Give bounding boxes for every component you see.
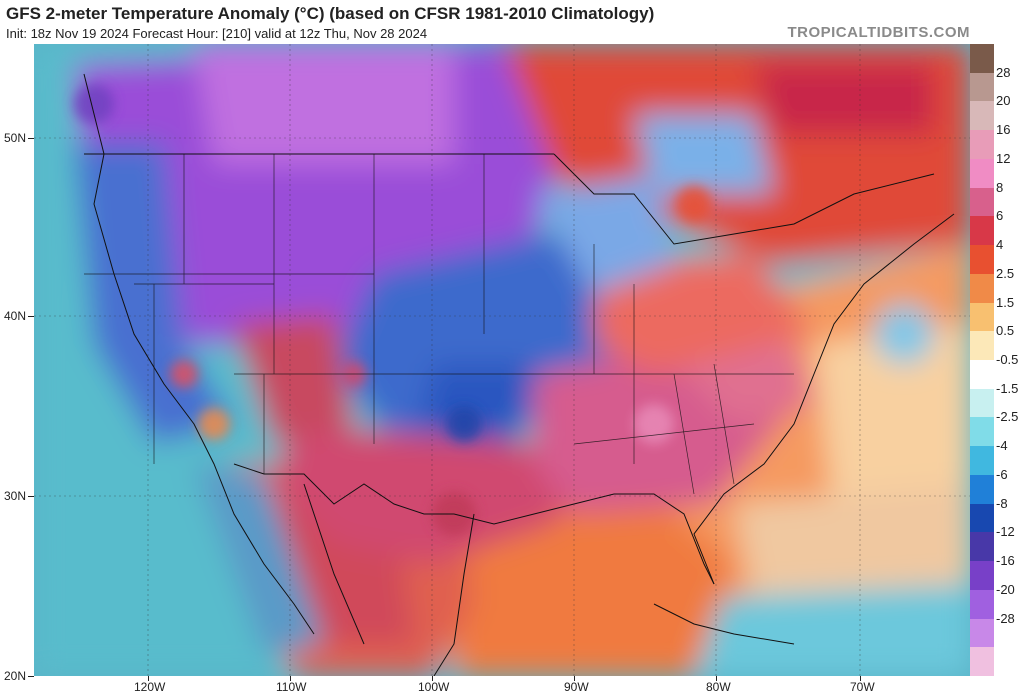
colorbar-swatch	[970, 245, 994, 275]
colorbar-swatch	[970, 417, 994, 447]
colorbar-label: 1.5	[996, 294, 1015, 310]
colorbar-swatch	[970, 302, 994, 332]
lat-tick	[28, 496, 34, 497]
colorbar-swatch	[970, 446, 994, 476]
lon-tick	[432, 676, 433, 681]
colorbar-swatch	[970, 647, 994, 677]
colorbar-label: -4	[996, 438, 1008, 454]
lon-label-120w: 120W	[134, 680, 166, 694]
lat-tick	[28, 138, 34, 139]
colorbar-label: -28	[996, 610, 1015, 626]
colorbar-swatch	[970, 187, 994, 217]
colorbar-label: -16	[996, 553, 1015, 569]
colorbar-swatch	[970, 72, 994, 102]
colorbar-label: 2.5	[996, 265, 1015, 281]
lon-label-100w: 100W	[418, 680, 450, 694]
lon-tick	[290, 676, 291, 681]
colorbar-label: -0.5	[996, 352, 1019, 367]
colorbar-label: 12	[996, 150, 1011, 166]
lon-label-90w: 90W	[564, 680, 589, 694]
colorbar-label: 4	[996, 237, 1004, 253]
colorbar-swatch	[970, 503, 994, 533]
colorbar-swatch	[970, 532, 994, 562]
lon-tick	[860, 676, 861, 681]
colorbar-label: 0.5	[996, 323, 1015, 339]
colorbar-swatch	[970, 360, 994, 390]
lon-label-80w: 80W	[706, 680, 731, 694]
colorbar-swatch	[970, 101, 994, 131]
colorbar-label: -20	[996, 581, 1015, 597]
colorbar-label: 8	[996, 179, 1004, 195]
colorbar-label: 28	[996, 64, 1011, 80]
colorbar-swatch	[970, 589, 994, 620]
lon-tick	[716, 676, 717, 681]
lon-tick	[574, 676, 575, 681]
lat-label-20n: 20N	[4, 669, 27, 683]
lat-label-40n: 40N	[4, 309, 27, 323]
colorbar-swatch	[970, 158, 994, 189]
map-title: GFS 2-meter Temperature Anomaly (°C) (ba…	[6, 4, 655, 23]
lon-label-70w: 70W	[850, 680, 875, 694]
brand-watermark: TROPICALTIDBITS.COM	[787, 24, 970, 41]
colorbar-label: -12	[996, 524, 1015, 540]
colorbar-swatch	[970, 331, 994, 361]
colorbar-label: -8	[996, 495, 1008, 511]
colorbar-swatch	[970, 561, 994, 591]
anomaly-field	[34, 44, 970, 676]
colorbar-swatch	[970, 130, 994, 160]
colorbar	[970, 44, 994, 677]
colorbar-label: -2.5	[996, 409, 1019, 425]
colorbar-swatch	[970, 273, 994, 304]
colorbar-label: -1.5	[996, 380, 1019, 396]
colorbar-label: -6	[996, 466, 1008, 482]
colorbar-label: 20	[996, 93, 1011, 109]
anomaly-map	[34, 44, 970, 676]
colorbar-label: 6	[996, 208, 1004, 224]
colorbar-label: 16	[996, 122, 1011, 138]
map-subtitle: Init: 18z Nov 19 2024 Forecast Hour: [21…	[6, 26, 428, 41]
lat-tick	[28, 316, 34, 317]
lat-label-30n: 30N	[4, 489, 27, 503]
lat-tick	[28, 676, 34, 677]
colorbar-swatch	[970, 216, 994, 246]
lon-label-110w: 110W	[276, 680, 307, 694]
colorbar-swatch	[970, 618, 994, 648]
lon-tick	[148, 676, 149, 681]
lat-label-50n: 50N	[4, 131, 27, 145]
colorbar-swatch	[970, 388, 994, 418]
colorbar-swatch	[970, 44, 994, 74]
colorbar-swatch	[970, 474, 994, 505]
